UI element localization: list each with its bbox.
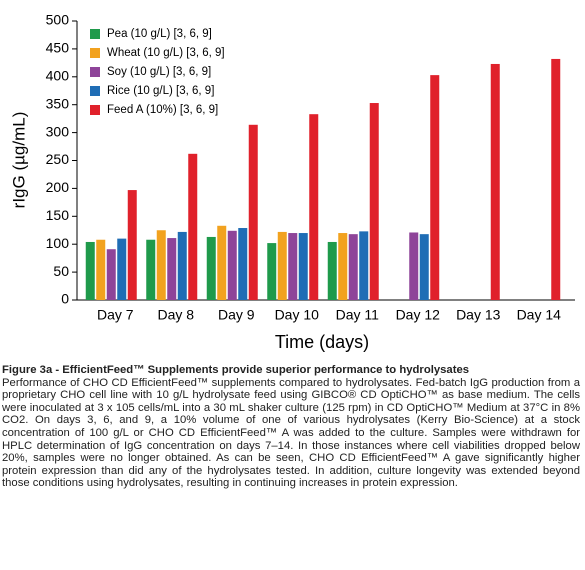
bar: [206, 236, 216, 300]
bar: [248, 124, 258, 301]
y-tick-label: 300: [46, 123, 70, 139]
caption: Figure 3a - EfficientFeed™ Supplements p…: [2, 364, 580, 490]
bar: [267, 243, 277, 300]
y-axis-title: rIgG (µg/mL): [9, 112, 28, 209]
legend-label: Wheat (10 g/L) [3, 6, 9]: [107, 47, 225, 59]
y-tick-label: 450: [46, 40, 70, 56]
x-tick-label: Day 11: [336, 307, 380, 323]
legend-label: Pea (10 g/L) [3, 6, 9]: [107, 28, 212, 40]
x-tick-label: Day 13: [456, 307, 501, 323]
bar: [227, 230, 237, 300]
bar: [127, 190, 137, 300]
bar: [338, 233, 348, 300]
caption-title: Figure 3a - EfficientFeed™ Supplements p…: [2, 364, 470, 376]
bar: [359, 231, 369, 300]
y-tick-label: 500: [46, 12, 70, 28]
y-tick-label: 350: [46, 95, 70, 111]
chart: rIgG (µg/mL) Time (days) 0 50 100 150 200 250…: [9, 12, 575, 352]
y-tick-label: 150: [46, 207, 70, 223]
bar: [177, 231, 187, 300]
legend-label: Feed A (10%) [3, 6, 9]: [107, 104, 218, 116]
caption-text: Performance of CHO CD EfficientFeed™ sup…: [2, 376, 580, 490]
bar: [188, 153, 198, 300]
bar: [167, 238, 177, 300]
bar: [85, 241, 95, 300]
legend-swatch: [90, 86, 100, 96]
legend-swatch: [90, 67, 100, 77]
bar: [490, 63, 500, 300]
bar: [288, 233, 298, 300]
x-tick-label: Day 14: [517, 307, 562, 323]
bar: [277, 231, 287, 300]
x-tick-label: Day 8: [157, 307, 194, 323]
bar: [298, 233, 308, 300]
bar: [430, 75, 440, 300]
bar: [369, 103, 379, 300]
bar: [309, 114, 319, 300]
y-tick-label: 50: [53, 263, 69, 279]
bar: [146, 239, 156, 300]
bar: [96, 239, 106, 300]
legend-swatch: [90, 105, 100, 115]
bar: [217, 225, 227, 300]
legend-label: Rice (10 g/L) [3, 6, 9]: [107, 85, 214, 97]
bar: [238, 228, 248, 300]
bar: [348, 234, 358, 300]
y-tick-label: 200: [46, 179, 70, 195]
x-tick-label: Day 7: [97, 307, 134, 323]
bar: [551, 58, 561, 300]
bar: [419, 234, 429, 300]
bar: [117, 238, 127, 300]
x-tick-label: Day 12: [396, 307, 441, 323]
y-tick-label: 0: [61, 291, 69, 307]
legend-swatch: [90, 29, 100, 39]
x-tick-label: Day 10: [275, 307, 320, 323]
y-tick-label: 250: [46, 151, 70, 167]
bar: [327, 241, 337, 300]
x-axis-title: Time (days): [275, 332, 369, 352]
bar: [106, 249, 116, 300]
y-tick-label: 100: [46, 235, 70, 251]
bar: [409, 232, 419, 300]
legend-label: Soy (10 g/L) [3, 6, 9]: [107, 66, 211, 78]
y-tick-label: 400: [46, 68, 70, 84]
bar: [156, 230, 166, 300]
x-tick-label: Day 9: [218, 307, 255, 323]
legend-swatch: [90, 48, 100, 58]
